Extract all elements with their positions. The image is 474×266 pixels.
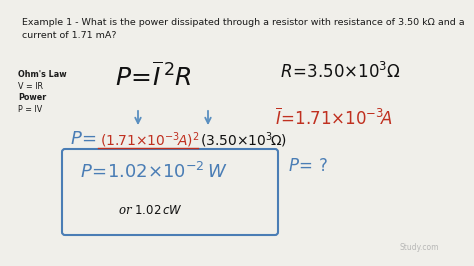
Text: $R\!=\!3.50{\times}10^3\Omega$: $R\!=\!3.50{\times}10^3\Omega$: [280, 62, 401, 82]
Text: P = IV: P = IV: [18, 105, 42, 114]
Text: V = IR: V = IR: [18, 82, 43, 91]
Text: $P\!=\!\overline{I}^{\,2}R$: $P\!=\!\overline{I}^{\,2}R$: [115, 62, 192, 91]
Text: $(3.50{\times}10^{3}\!\Omega)$: $(3.50{\times}10^{3}\!\Omega)$: [200, 130, 287, 149]
Text: $(1.71{\times}10^{-3}\!A)^2$: $(1.71{\times}10^{-3}\!A)^2$: [100, 130, 200, 149]
Text: $P\!=\,?$: $P\!=\,?$: [288, 158, 328, 175]
Text: Ohm's Law: Ohm's Law: [18, 70, 67, 79]
Text: or $1.02\,cW$: or $1.02\,cW$: [118, 204, 183, 217]
Text: Study.com: Study.com: [400, 243, 439, 252]
Text: Example 1 - What is the power dissipated through a resistor with resistance of 3: Example 1 - What is the power dissipated…: [22, 18, 465, 39]
Text: Power: Power: [18, 93, 46, 102]
Text: $P\!=$: $P\!=$: [70, 130, 97, 148]
Text: $\overline{I}\!=\!1.71{\times}10^{-3}\!A$: $\overline{I}\!=\!1.71{\times}10^{-3}\!A…: [275, 108, 393, 129]
Text: $P\!=\!1.02{\times}10^{-2}\,W$: $P\!=\!1.02{\times}10^{-2}\,W$: [80, 162, 228, 182]
